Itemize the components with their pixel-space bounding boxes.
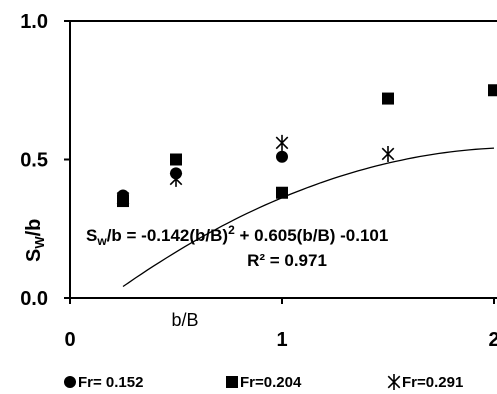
legend-label: Fr=0.204 (240, 374, 302, 391)
legend-label: Fr= 0.152 (78, 374, 143, 391)
r-squared-label: R² = 0.971 (247, 251, 327, 270)
data-point-square (382, 92, 394, 105)
legend-item: Fr=0.204 (226, 374, 302, 391)
legend-label: Fr=0.291 (402, 374, 463, 391)
plot-area: 0.0 0.5 1.0 0 1 2 (20, 11, 497, 351)
legend-item: Fr=0.291 (387, 374, 463, 391)
y-axis-label-tail: /b (23, 219, 45, 237)
legend-marker-square (226, 376, 238, 388)
data-point-square (488, 84, 497, 97)
x-tick-label: 1 (276, 329, 287, 351)
x-tick-label: 2 (488, 329, 497, 351)
data-point-asterisk (381, 145, 395, 162)
legend-item: Fr= 0.152 (64, 374, 143, 391)
x-tick-label: 0 (64, 329, 75, 351)
data-points (116, 84, 497, 208)
data-point-asterisk (116, 190, 130, 207)
y-axis-label: SW/b (23, 219, 47, 262)
x-axis: 0 1 2 (64, 298, 497, 351)
y-axis: 0.0 0.5 1.0 (20, 11, 70, 310)
legend: Fr= 0.152 Fr=0.204 Fr=0.291 (64, 374, 463, 391)
legend-marker-asterisk (387, 374, 401, 390)
data-point-asterisk (275, 134, 289, 151)
equation-sup: 2 (228, 223, 235, 237)
trendline (122, 147, 495, 288)
y-tick-label: 0.5 (20, 150, 48, 172)
legend-marker-circle (64, 376, 76, 388)
data-point-circle (276, 150, 288, 163)
trendline-equation: Sw/b = -0.142(b/B)2 + 0.605(b/B) -0.101 (86, 223, 388, 248)
plot-frame (69, 20, 497, 299)
trendline-layer (122, 147, 495, 288)
equation-before-sup: /b = -0.142(b/B) (107, 226, 228, 245)
data-point-square (276, 186, 288, 199)
y-axis-label-sub: W (32, 236, 47, 249)
equation-sub: w (96, 234, 107, 248)
x-axis-label: b/B (171, 310, 198, 330)
y-tick-label: 0.0 (20, 288, 48, 310)
y-axis-label-main: S (23, 249, 45, 262)
data-point-asterisk (169, 170, 183, 187)
data-point-square (170, 153, 182, 166)
equation-after-sup: + 0.605(b/B) -0.101 (235, 226, 389, 245)
equation-s: S (86, 226, 97, 245)
y-tick-label: 1.0 (20, 11, 48, 33)
